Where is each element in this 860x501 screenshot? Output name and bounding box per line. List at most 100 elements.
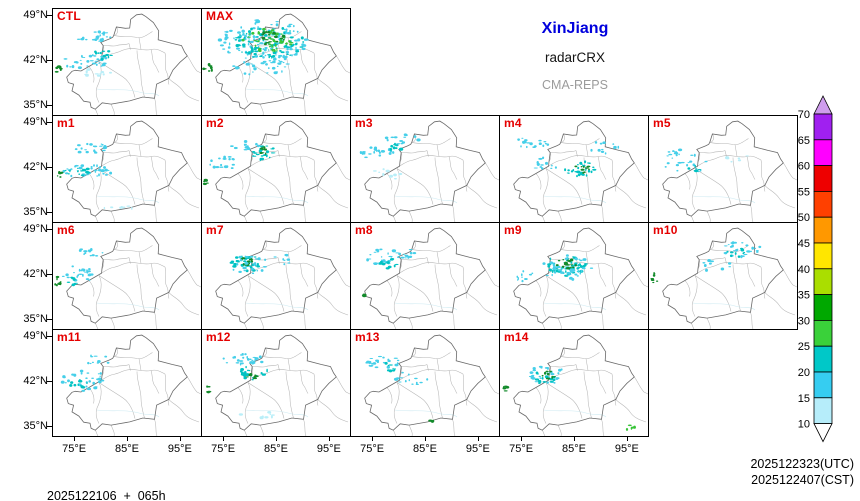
radar-echo (569, 276, 573, 279)
radar-echo (537, 380, 542, 384)
radar-echo (77, 150, 82, 154)
radar-echo (257, 33, 260, 35)
colorbar-segment (813, 113, 833, 141)
radar-echo (569, 266, 572, 269)
radar-echo (408, 249, 413, 251)
radar-echo (741, 242, 744, 244)
echo-layer (365, 355, 435, 423)
radar-echo (756, 251, 759, 253)
radar-echo (580, 163, 583, 165)
panel-label: m10 (653, 223, 678, 237)
radar-echo (267, 54, 271, 56)
radar-echo (76, 170, 80, 172)
colorbar-level-label: 45 (798, 238, 810, 250)
radar-echo (96, 58, 100, 61)
radar-echo (585, 263, 588, 265)
lat-label: 42°N (23, 54, 48, 67)
radar-echo (86, 68, 91, 71)
radar-echo (300, 36, 304, 40)
radar-echo (539, 377, 542, 379)
radar-echo (288, 23, 293, 25)
radar-echo (369, 254, 372, 256)
lat-tick (47, 122, 52, 124)
radar-echo (552, 266, 557, 270)
radar-echo (232, 268, 235, 271)
radar-echo (703, 263, 707, 268)
radar-echo (277, 62, 282, 65)
radar-echo (254, 44, 257, 47)
radar-echo (86, 65, 89, 67)
radar-echo (557, 259, 561, 262)
colorbar: 70 65 60 55 50 45 40 35 30 25 20 15 10 (778, 94, 850, 446)
echo-layer (56, 142, 133, 210)
radar-echo (502, 387, 507, 390)
radar-echo (80, 54, 83, 58)
radar-echo (243, 260, 247, 262)
radar-echo (386, 261, 390, 264)
colorbar-segment (813, 345, 833, 373)
radar-echo (85, 73, 89, 77)
radar-echo (219, 166, 224, 168)
radar-echo (64, 169, 67, 172)
radar-echo (408, 379, 411, 382)
radar-echo (580, 168, 585, 171)
radar-echo (582, 258, 587, 261)
radar-echo (81, 268, 85, 271)
colorbar-level-label: 15 (798, 393, 810, 405)
radar-echo (86, 142, 89, 146)
radar-echo (295, 52, 298, 55)
radar-echo (264, 152, 267, 155)
radar-echo (266, 72, 269, 74)
radar-echo (520, 273, 523, 277)
radar-echo (223, 155, 226, 159)
radar-echo (271, 67, 275, 70)
radar-echo (257, 257, 261, 261)
map-canvas (54, 13, 201, 115)
radar-echo (256, 269, 259, 272)
radar-echo (243, 36, 246, 39)
radar-echo (217, 38, 223, 42)
radar-echo (109, 71, 112, 74)
radar-echo (709, 260, 714, 263)
radar-echo (237, 36, 242, 39)
radar-echo (533, 167, 538, 169)
radar-echo (80, 164, 84, 167)
panel-label: CTL (57, 9, 81, 23)
radar-echo (555, 378, 560, 380)
radar-echo (260, 269, 264, 272)
radar-echo (242, 46, 246, 48)
radar-echo (382, 356, 385, 359)
radar-echo (708, 262, 712, 265)
radar-echo (263, 34, 266, 37)
radar-echo (227, 156, 232, 158)
radar-echo (254, 50, 258, 53)
radar-echo (584, 167, 589, 169)
radar-echo (109, 171, 113, 175)
lat-tick (47, 381, 52, 383)
radar-echo (292, 24, 295, 28)
lon-label: 95°E (465, 443, 490, 455)
radar-echo (209, 66, 213, 70)
radar-echo (92, 145, 95, 148)
radar-echo (103, 206, 106, 210)
radar-echo (91, 254, 95, 257)
radar-echo (687, 162, 690, 164)
radar-echo (247, 40, 251, 43)
colorbar-level-label: 40 (798, 264, 810, 276)
radar-echo (256, 43, 260, 46)
panel-m4: m4 (499, 115, 649, 223)
radar-echo (531, 377, 536, 380)
radar-echo (64, 172, 69, 175)
radar-echo (60, 380, 65, 384)
radar-echo (88, 171, 91, 174)
radar-echo (755, 250, 759, 252)
radar-echo (235, 256, 239, 259)
radar-echo (521, 137, 524, 139)
radar-echo (275, 20, 279, 23)
map-canvas (662, 120, 797, 222)
lon-tick (328, 437, 330, 441)
basemap-use (215, 334, 350, 436)
radar-echo (203, 180, 206, 183)
radar-echo (99, 145, 103, 147)
radar-echo (246, 52, 250, 54)
